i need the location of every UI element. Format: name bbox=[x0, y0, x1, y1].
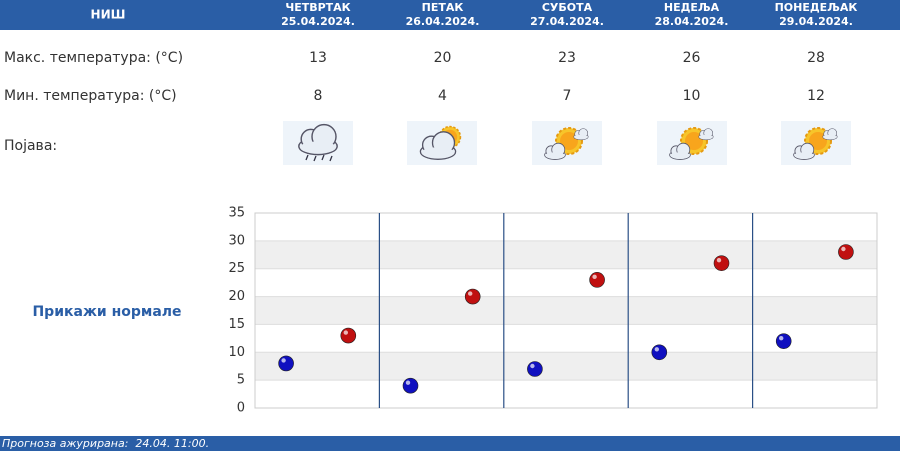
grid-band bbox=[255, 296, 877, 325]
temperature: 28 bbox=[807, 50, 825, 66]
chart: 0 5 10 15 20 25 30 35 bbox=[228, 206, 878, 416]
point-ball bbox=[278, 355, 294, 372]
point-ball bbox=[651, 344, 668, 361]
day-name: СУБОТА bbox=[542, 1, 593, 14]
temperature: 8 bbox=[314, 88, 323, 104]
point bbox=[527, 361, 543, 377]
point bbox=[464, 288, 481, 305]
point bbox=[340, 327, 357, 344]
weather-icon bbox=[532, 121, 602, 165]
day-date: 26.04.2024. bbox=[406, 15, 480, 28]
point-highlight bbox=[592, 274, 597, 280]
point-highlight bbox=[530, 363, 535, 369]
point-highlight bbox=[654, 347, 659, 352]
point bbox=[651, 344, 668, 361]
temperature: 23 bbox=[558, 50, 576, 66]
point-highlight bbox=[779, 335, 784, 341]
temperature: 12 bbox=[807, 88, 825, 104]
point-ball bbox=[527, 361, 543, 377]
point-highlight bbox=[716, 257, 722, 263]
plot-frame bbox=[254, 212, 878, 409]
point-ball bbox=[589, 272, 605, 288]
point bbox=[838, 244, 854, 260]
day-name: ЧЕТВРТАК bbox=[285, 1, 350, 14]
point-ball bbox=[340, 327, 357, 344]
row-label: Макс. температура: (°C) bbox=[4, 50, 183, 66]
y-tick-label: 35 bbox=[228, 206, 245, 221]
y-tick-label: 15 bbox=[228, 317, 245, 332]
y-tick-label: 5 bbox=[237, 373, 245, 388]
point bbox=[775, 333, 792, 349]
day-name: ПЕТАК bbox=[422, 1, 464, 14]
point bbox=[278, 355, 294, 372]
temperature: 7 bbox=[563, 88, 572, 104]
point-ball bbox=[775, 333, 792, 349]
point-highlight bbox=[405, 380, 411, 385]
point-ball bbox=[464, 288, 481, 305]
row-label: Мин. температура: (°C) bbox=[4, 88, 177, 104]
point-highlight bbox=[281, 358, 286, 363]
y-tick-label: 0 bbox=[237, 401, 245, 416]
point-highlight bbox=[468, 291, 473, 296]
day-date: 28.04.2024. bbox=[655, 15, 729, 28]
normals-link[interactable]: Прикажи нормале bbox=[32, 304, 181, 320]
point bbox=[713, 255, 730, 271]
weather-icon bbox=[657, 121, 727, 165]
y-tick-label: 25 bbox=[228, 261, 245, 276]
weather-icon bbox=[283, 121, 353, 165]
point bbox=[402, 377, 419, 394]
footer-bar bbox=[0, 436, 900, 451]
temperature: 13 bbox=[309, 50, 327, 66]
grid-band bbox=[255, 240, 877, 269]
point bbox=[589, 272, 605, 288]
y-tick-label: 30 bbox=[228, 233, 245, 248]
point-highlight bbox=[841, 246, 846, 252]
y-tick-label: 20 bbox=[228, 289, 245, 304]
day-name: НЕДЕЉА bbox=[664, 1, 720, 14]
weather-icon bbox=[781, 121, 851, 165]
city: НИШ bbox=[91, 8, 126, 22]
day-date: 25.04.2024. bbox=[281, 15, 355, 28]
weather-icon bbox=[407, 121, 477, 165]
temperature: 4 bbox=[438, 88, 447, 104]
y-tick-label: 10 bbox=[228, 345, 245, 360]
temperature: 20 bbox=[434, 50, 452, 66]
point-ball bbox=[402, 377, 419, 394]
point-ball bbox=[838, 244, 854, 260]
footer: Прогноза ажурирана: 24.04. 11:00. bbox=[2, 437, 209, 450]
point-ball bbox=[713, 255, 730, 271]
grid-band bbox=[255, 352, 877, 381]
day-name: ПОНЕДЕЉАК bbox=[775, 1, 858, 14]
point-highlight bbox=[343, 330, 348, 335]
temperature: 26 bbox=[683, 50, 701, 66]
day-date: 29.04.2024. bbox=[779, 15, 853, 28]
day-date: 27.04.2024. bbox=[530, 15, 604, 28]
header-bar bbox=[0, 0, 900, 30]
row-label: Појава: bbox=[4, 138, 57, 154]
temperature: 10 bbox=[683, 88, 701, 104]
